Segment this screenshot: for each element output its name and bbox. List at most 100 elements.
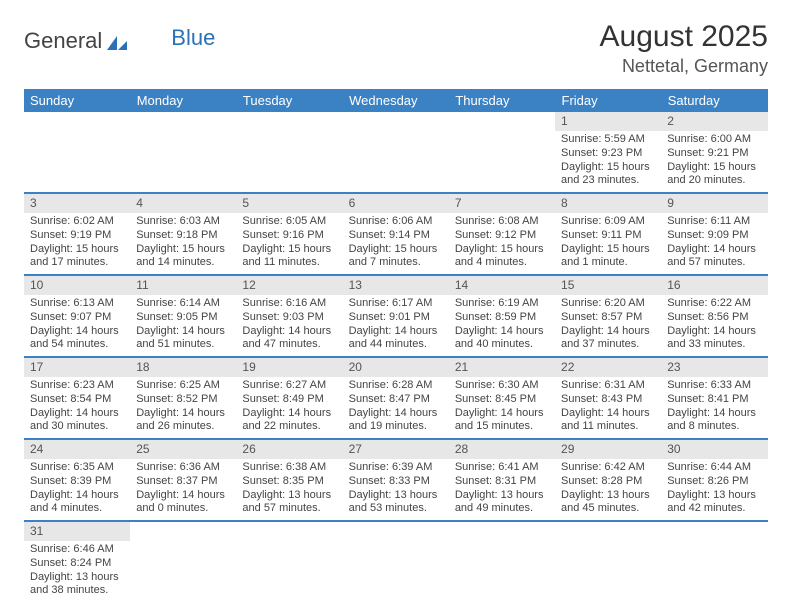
day-detail-line: and 30 minutes.	[30, 420, 124, 434]
day-detail-line: Sunrise: 6:13 AM	[30, 297, 124, 311]
day-detail-line: Daylight: 15 hours	[349, 243, 443, 257]
day-header: Thursday	[449, 89, 555, 112]
day-detail-line: Sunrise: 6:44 AM	[667, 461, 761, 475]
day-number: 6	[343, 194, 449, 213]
day-number: 10	[24, 276, 130, 295]
day-details: Sunrise: 6:17 AMSunset: 9:01 PMDaylight:…	[343, 295, 449, 356]
calendar-day-cell: 9Sunrise: 6:11 AMSunset: 9:09 PMDaylight…	[661, 193, 767, 275]
day-detail-line: and 0 minutes.	[136, 502, 230, 516]
calendar-day-cell	[661, 521, 767, 602]
calendar-day-cell	[343, 112, 449, 193]
day-detail-line: and 1 minute.	[561, 256, 655, 270]
day-detail-line: Sunrise: 6:36 AM	[136, 461, 230, 475]
day-detail-line: Daylight: 14 hours	[561, 407, 655, 421]
day-number: 7	[449, 194, 555, 213]
day-number: 28	[449, 440, 555, 459]
day-detail-line: Sunset: 9:19 PM	[30, 229, 124, 243]
calendar-day-cell: 14Sunrise: 6:19 AMSunset: 8:59 PMDayligh…	[449, 275, 555, 357]
calendar-day-cell: 6Sunrise: 6:06 AMSunset: 9:14 PMDaylight…	[343, 193, 449, 275]
day-detail-line: Sunset: 8:47 PM	[349, 393, 443, 407]
day-details: Sunrise: 6:08 AMSunset: 9:12 PMDaylight:…	[449, 213, 555, 274]
day-number: 29	[555, 440, 661, 459]
calendar-day-cell	[343, 521, 449, 602]
day-number: 12	[236, 276, 342, 295]
day-detail-line: Daylight: 14 hours	[349, 325, 443, 339]
day-detail-line: and 17 minutes.	[30, 256, 124, 270]
calendar-table: Sunday Monday Tuesday Wednesday Thursday…	[24, 89, 768, 602]
day-detail-line: and 11 minutes.	[242, 256, 336, 270]
calendar-day-cell: 11Sunrise: 6:14 AMSunset: 9:05 PMDayligh…	[130, 275, 236, 357]
day-number: 23	[661, 358, 767, 377]
day-detail-line: Sunset: 8:31 PM	[455, 475, 549, 489]
day-details: Sunrise: 6:35 AMSunset: 8:39 PMDaylight:…	[24, 459, 130, 520]
calendar-day-cell: 4Sunrise: 6:03 AMSunset: 9:18 PMDaylight…	[130, 193, 236, 275]
day-details: Sunrise: 6:39 AMSunset: 8:33 PMDaylight:…	[343, 459, 449, 520]
day-detail-line: Sunset: 8:56 PM	[667, 311, 761, 325]
day-detail-line: Sunset: 8:52 PM	[136, 393, 230, 407]
day-detail-line: Sunset: 9:23 PM	[561, 147, 655, 161]
day-details: Sunrise: 6:30 AMSunset: 8:45 PMDaylight:…	[449, 377, 555, 438]
day-detail-line: Sunrise: 6:19 AM	[455, 297, 549, 311]
calendar-day-cell	[236, 112, 342, 193]
day-detail-line: Sunset: 8:43 PM	[561, 393, 655, 407]
day-number: 26	[236, 440, 342, 459]
day-detail-line: Sunrise: 6:14 AM	[136, 297, 230, 311]
day-detail-line: Daylight: 14 hours	[30, 407, 124, 421]
day-detail-line: Daylight: 14 hours	[455, 325, 549, 339]
day-header: Sunday	[24, 89, 130, 112]
calendar-day-cell: 17Sunrise: 6:23 AMSunset: 8:54 PMDayligh…	[24, 357, 130, 439]
day-details: Sunrise: 6:20 AMSunset: 8:57 PMDaylight:…	[555, 295, 661, 356]
calendar-day-cell: 23Sunrise: 6:33 AMSunset: 8:41 PMDayligh…	[661, 357, 767, 439]
day-details: Sunrise: 5:59 AMSunset: 9:23 PMDaylight:…	[555, 131, 661, 192]
day-number: 21	[449, 358, 555, 377]
day-details: Sunrise: 6:09 AMSunset: 9:11 PMDaylight:…	[555, 213, 661, 274]
day-detail-line: Sunrise: 6:11 AM	[667, 215, 761, 229]
day-details: Sunrise: 6:42 AMSunset: 8:28 PMDaylight:…	[555, 459, 661, 520]
day-details: Sunrise: 6:41 AMSunset: 8:31 PMDaylight:…	[449, 459, 555, 520]
day-detail-line: Sunrise: 6:03 AM	[136, 215, 230, 229]
day-details: Sunrise: 6:46 AMSunset: 8:24 PMDaylight:…	[24, 541, 130, 602]
day-header-row: Sunday Monday Tuesday Wednesday Thursday…	[24, 89, 768, 112]
day-detail-line: Daylight: 15 hours	[667, 161, 761, 175]
day-detail-line: Daylight: 14 hours	[667, 325, 761, 339]
day-details: Sunrise: 6:02 AMSunset: 9:19 PMDaylight:…	[24, 213, 130, 274]
day-detail-line: Sunrise: 6:25 AM	[136, 379, 230, 393]
header-row: General Blue August 2025 Nettetal, Germa…	[24, 20, 768, 77]
location-label: Nettetal, Germany	[600, 56, 768, 77]
day-detail-line: Sunset: 9:12 PM	[455, 229, 549, 243]
day-detail-line: Sunrise: 6:30 AM	[455, 379, 549, 393]
day-detail-line: and 14 minutes.	[136, 256, 230, 270]
calendar-day-cell: 20Sunrise: 6:28 AMSunset: 8:47 PMDayligh…	[343, 357, 449, 439]
day-detail-line: and 26 minutes.	[136, 420, 230, 434]
day-detail-line: Daylight: 14 hours	[349, 407, 443, 421]
day-detail-line: and 20 minutes.	[667, 174, 761, 188]
day-detail-line: Sunset: 9:14 PM	[349, 229, 443, 243]
day-detail-line: and 11 minutes.	[561, 420, 655, 434]
day-detail-line: Daylight: 15 hours	[561, 243, 655, 257]
day-detail-line: and 57 minutes.	[667, 256, 761, 270]
calendar-week-row: 24Sunrise: 6:35 AMSunset: 8:39 PMDayligh…	[24, 439, 768, 521]
day-number: 9	[661, 194, 767, 213]
calendar-day-cell: 7Sunrise: 6:08 AMSunset: 9:12 PMDaylight…	[449, 193, 555, 275]
day-detail-line: Sunset: 8:54 PM	[30, 393, 124, 407]
day-detail-line: Sunset: 8:35 PM	[242, 475, 336, 489]
day-number: 3	[24, 194, 130, 213]
day-detail-line: and 33 minutes.	[667, 338, 761, 352]
day-number: 8	[555, 194, 661, 213]
day-detail-line: Daylight: 15 hours	[455, 243, 549, 257]
day-details: Sunrise: 6:06 AMSunset: 9:14 PMDaylight:…	[343, 213, 449, 274]
calendar-week-row: 17Sunrise: 6:23 AMSunset: 8:54 PMDayligh…	[24, 357, 768, 439]
day-detail-line: Daylight: 14 hours	[136, 489, 230, 503]
day-detail-line: Daylight: 14 hours	[667, 243, 761, 257]
calendar-day-cell: 19Sunrise: 6:27 AMSunset: 8:49 PMDayligh…	[236, 357, 342, 439]
day-detail-line: Sunset: 9:03 PM	[242, 311, 336, 325]
day-detail-line: Daylight: 14 hours	[30, 489, 124, 503]
day-details: Sunrise: 6:33 AMSunset: 8:41 PMDaylight:…	[661, 377, 767, 438]
day-detail-line: Daylight: 15 hours	[242, 243, 336, 257]
month-title: August 2025	[600, 20, 768, 54]
calendar-day-cell: 26Sunrise: 6:38 AMSunset: 8:35 PMDayligh…	[236, 439, 342, 521]
day-header: Saturday	[661, 89, 767, 112]
calendar-day-cell: 24Sunrise: 6:35 AMSunset: 8:39 PMDayligh…	[24, 439, 130, 521]
day-detail-line: Sunrise: 6:20 AM	[561, 297, 655, 311]
day-detail-line: Daylight: 13 hours	[667, 489, 761, 503]
